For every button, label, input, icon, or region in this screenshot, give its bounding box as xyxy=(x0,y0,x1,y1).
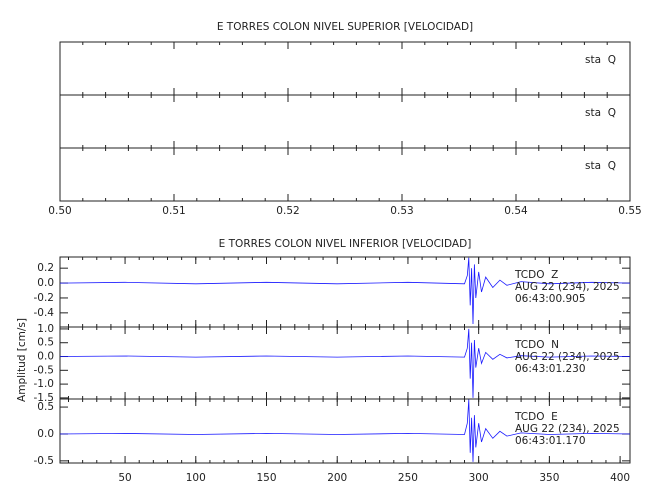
x-tick-label: 350 xyxy=(539,472,559,484)
station-label: sta Q xyxy=(585,160,616,172)
panel-frame xyxy=(59,94,631,149)
x-tick-label: 200 xyxy=(327,472,347,484)
y-tick-label: 1.0 xyxy=(37,323,54,335)
x-tick-label: 0.50 xyxy=(48,205,71,217)
y-tick-label: 0.0 xyxy=(37,428,54,440)
station-label: sta Q xyxy=(585,54,616,66)
y-tick-label: 0.2 xyxy=(37,262,54,274)
trace-annotation: 06:43:01.230 xyxy=(515,363,586,375)
x-tick-label: 100 xyxy=(186,472,206,484)
trace-annotation: TCDO Z xyxy=(514,269,558,281)
y-tick-label: 0.5 xyxy=(37,401,54,413)
x-tick-label: 250 xyxy=(398,472,418,484)
y-tick-label: -0.2 xyxy=(34,292,55,304)
trace-annotation: AUG 22 (234), 2025 xyxy=(515,351,620,363)
x-tick-label: 150 xyxy=(256,472,276,484)
x-tick-label: 50 xyxy=(118,472,131,484)
y-tick-label: 0.0 xyxy=(37,351,54,363)
trace-annotation: AUG 22 (234), 2025 xyxy=(515,423,620,435)
panel-frame xyxy=(59,147,631,202)
trace xyxy=(59,257,631,325)
y-tick-label: -1.5 xyxy=(34,392,55,404)
panel-frame xyxy=(59,41,631,96)
x-tick-label: 0.54 xyxy=(504,205,528,217)
x-tick-label: 0.53 xyxy=(390,205,413,217)
y-tick-label: -1.0 xyxy=(34,378,55,390)
trace-annotation: 06:43:01.170 xyxy=(515,435,586,447)
x-tick-label: 400 xyxy=(610,472,630,484)
trace xyxy=(59,328,631,398)
y-tick-label: -0.4 xyxy=(34,307,55,319)
trace-annotation: 06:43:00.905 xyxy=(515,293,586,305)
y-tick-label: 0.5 xyxy=(37,337,54,349)
trace-annotation: AUG 22 (234), 2025 xyxy=(515,281,620,293)
x-tick-label: 0.55 xyxy=(618,205,641,217)
chart-title: E TORRES COLON NIVEL INFERIOR [VELOCIDAD… xyxy=(219,238,472,250)
station-label: sta Q xyxy=(585,107,616,119)
y-tick-label: -0.5 xyxy=(34,455,55,467)
y-tick-label: -0.5 xyxy=(34,364,55,376)
x-tick-label: 0.51 xyxy=(162,205,185,217)
x-tick-label: 0.52 xyxy=(276,205,299,217)
trace-annotation: TCDO N xyxy=(514,339,559,351)
chart-title: E TORRES COLON NIVEL SUPERIOR [VELOCIDAD… xyxy=(217,21,473,33)
trace xyxy=(59,399,631,462)
trace-annotation: TCDO E xyxy=(514,411,558,423)
y-tick-label: 0.0 xyxy=(37,277,54,289)
panel-frame xyxy=(59,398,631,464)
x-tick-label: 300 xyxy=(469,472,489,484)
y-axis-label: Amplitud [cm/s] xyxy=(16,318,28,402)
